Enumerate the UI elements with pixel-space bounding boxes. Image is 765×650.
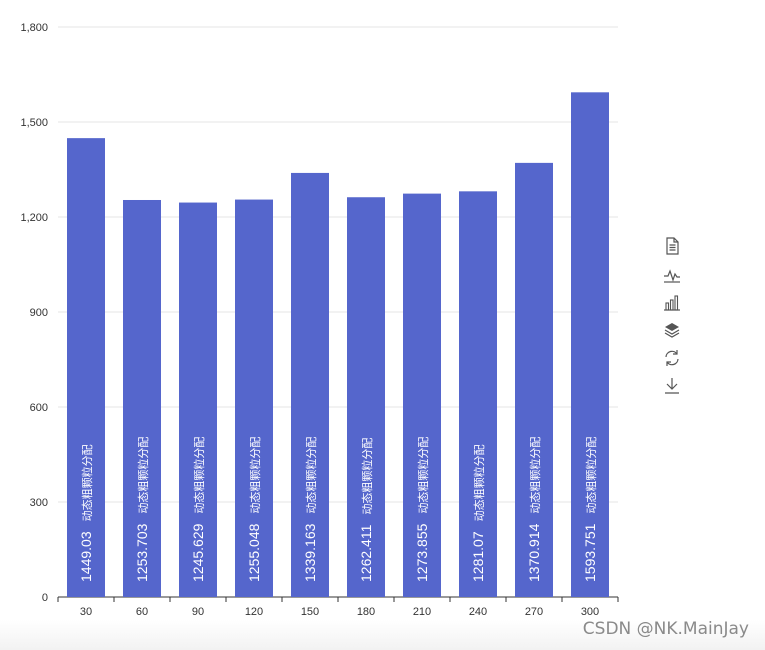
bar-value-label: 1449.03	[78, 531, 94, 582]
x-tick-label: 240	[469, 606, 487, 618]
bar-series-label: 动态粗颗粒分配	[192, 437, 206, 514]
bar-series-label: 动态粗颗粒分配	[304, 437, 318, 514]
bar-value-label: 1245.629	[190, 523, 206, 582]
bar-series-label: 动态粗颗粒分配	[472, 444, 486, 521]
bar-value-label: 1273.855	[414, 523, 430, 582]
bar-data-label: 1370.914 动态粗颗粒分配	[526, 437, 542, 582]
x-tick-label: 120	[245, 606, 263, 618]
bar[interactable]	[291, 172, 329, 598]
x-tick-label: 300	[581, 606, 599, 618]
bar[interactable]	[347, 197, 385, 597]
line-chart-icon[interactable]	[662, 264, 682, 284]
x-tick-label: 180	[357, 606, 375, 618]
chart-toolbox	[662, 236, 686, 404]
bar-value-label: 1281.07	[470, 531, 486, 582]
bar-data-label: 1245.629 动态粗颗粒分配	[190, 437, 206, 582]
bar[interactable]	[67, 138, 105, 597]
bar[interactable]	[515, 162, 553, 597]
bar-series-label: 动态粗颗粒分配	[584, 437, 598, 514]
bar[interactable]	[403, 193, 441, 597]
bar[interactable]	[459, 191, 497, 598]
bar[interactable]	[235, 199, 273, 598]
bar-value-label: 1593.751	[582, 523, 598, 582]
data-view-icon[interactable]	[662, 236, 682, 256]
bar-series-label: 动态粗颗粒分配	[80, 444, 94, 521]
y-tick-label: 0	[42, 592, 48, 604]
bar-series-label: 动态粗颗粒分配	[248, 437, 262, 514]
x-tick-label: 30	[80, 606, 92, 618]
bar[interactable]	[123, 199, 161, 597]
y-tick-label: 300	[30, 497, 48, 509]
bar-data-label: 1255.048 动态粗颗粒分配	[246, 437, 262, 582]
bar[interactable]	[179, 202, 217, 597]
bar-data-label: 1281.07 动态粗颗粒分配	[470, 444, 486, 582]
y-tick-label: 1,200	[20, 212, 48, 224]
y-tick-label: 900	[30, 307, 48, 319]
download-icon[interactable]	[662, 376, 682, 396]
bar-chart-icon[interactable]	[662, 292, 682, 312]
y-tick-label: 1,500	[20, 117, 48, 129]
bar-series-label: 动态粗颗粒分配	[528, 437, 542, 514]
y-tick-label: 1,800	[20, 22, 48, 34]
bar-data-label: 1262.411 动态粗颗粒分配	[358, 438, 374, 582]
x-tick-label: 150	[301, 606, 319, 618]
bar[interactable]	[571, 92, 609, 597]
x-tick-label: 90	[192, 606, 204, 618]
bar-value-label: 1255.048	[246, 523, 262, 582]
watermark: CSDN @NK.MainJay	[582, 619, 749, 639]
bar-data-label: 1449.03 动态粗颗粒分配	[78, 444, 94, 582]
x-tick-label: 210	[413, 606, 431, 618]
bar-value-label: 1262.411	[358, 524, 374, 582]
bar-series-label: 动态粗颗粒分配	[136, 437, 150, 514]
stack-icon[interactable]	[662, 320, 682, 340]
bar-data-label: 1273.855 动态粗颗粒分配	[414, 437, 430, 582]
bar-data-label: 1339.163 动态粗颗粒分配	[302, 437, 318, 582]
restore-icon[interactable]	[662, 348, 682, 368]
bar-value-label: 1339.163	[302, 523, 318, 582]
bar-value-label: 1370.914	[526, 523, 542, 582]
footer-fade	[0, 620, 765, 650]
x-tick-label: 60	[136, 606, 148, 618]
bar-value-label: 1253.703	[134, 523, 150, 582]
bar-series-label: 动态粗颗粒分配	[416, 437, 430, 514]
bar-data-label: 1253.703 动态粗颗粒分配	[134, 437, 150, 582]
x-tick-label: 270	[525, 606, 543, 618]
y-tick-label: 600	[30, 402, 48, 414]
bar-data-label: 1593.751 动态粗颗粒分配	[582, 437, 598, 582]
bar-series-label: 动态粗颗粒分配	[360, 438, 374, 515]
